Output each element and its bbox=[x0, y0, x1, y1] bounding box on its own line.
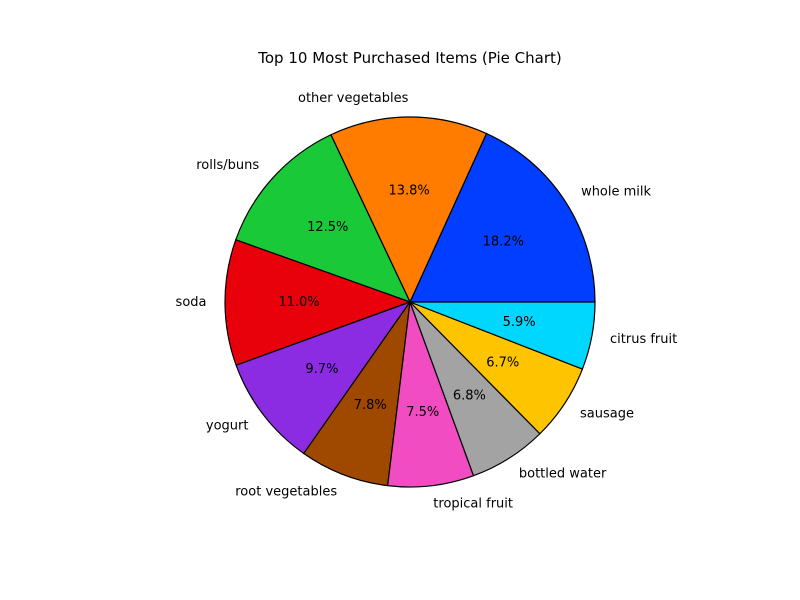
slice-label-citrus-fruit: citrus fruit bbox=[610, 332, 677, 347]
slice-pct-tropical-fruit: 7.5% bbox=[406, 405, 439, 420]
slice-label-yogurt: yogurt bbox=[206, 418, 249, 433]
slice-pct-whole-milk: 18.2% bbox=[483, 234, 524, 249]
pie-slice-other-vegetables bbox=[330, 116, 488, 303]
slice-label-sausage: sausage bbox=[580, 406, 634, 421]
slice-pct-soda: 11.0% bbox=[278, 295, 319, 310]
slice-pct-other-vegetables: 13.8% bbox=[388, 184, 429, 199]
slice-pct-rolls-buns: 12.5% bbox=[307, 220, 348, 235]
slice-label-rolls-buns: rolls/buns bbox=[196, 158, 259, 173]
pie-slice-rolls-buns bbox=[235, 134, 411, 303]
slice-pct-root-vegetables: 7.8% bbox=[354, 398, 387, 413]
pie-slice-whole-milk bbox=[409, 132, 596, 303]
slice-label-bottled-water: bottled water bbox=[519, 466, 607, 481]
slice-label-tropical-fruit: tropical fruit bbox=[433, 497, 513, 512]
pie-labels: whole milk 18.2% other vegetables 13.8% roll… bbox=[176, 91, 678, 512]
slice-label-other-vegetables: other vegetables bbox=[298, 91, 409, 106]
pie-slice-yogurt bbox=[235, 301, 411, 455]
pie-slice-citrus-fruit bbox=[409, 301, 596, 370]
slice-label-whole-milk: whole milk bbox=[581, 184, 651, 199]
pie-slice-root-vegetables bbox=[303, 301, 411, 487]
slice-label-root-vegetables: root vegetables bbox=[235, 485, 337, 500]
chart-title: Top 10 Most Purchased Items (Pie Chart) bbox=[257, 49, 561, 67]
slice-pct-yogurt: 9.7% bbox=[305, 362, 338, 377]
pie-slices bbox=[224, 116, 596, 488]
slice-pct-citrus-fruit: 5.9% bbox=[503, 315, 536, 330]
slice-pct-bottled-water: 6.8% bbox=[453, 388, 486, 403]
slice-label-soda: soda bbox=[176, 295, 207, 310]
pie-slice-soda bbox=[224, 239, 411, 366]
slice-pct-sausage: 6.7% bbox=[486, 356, 519, 371]
